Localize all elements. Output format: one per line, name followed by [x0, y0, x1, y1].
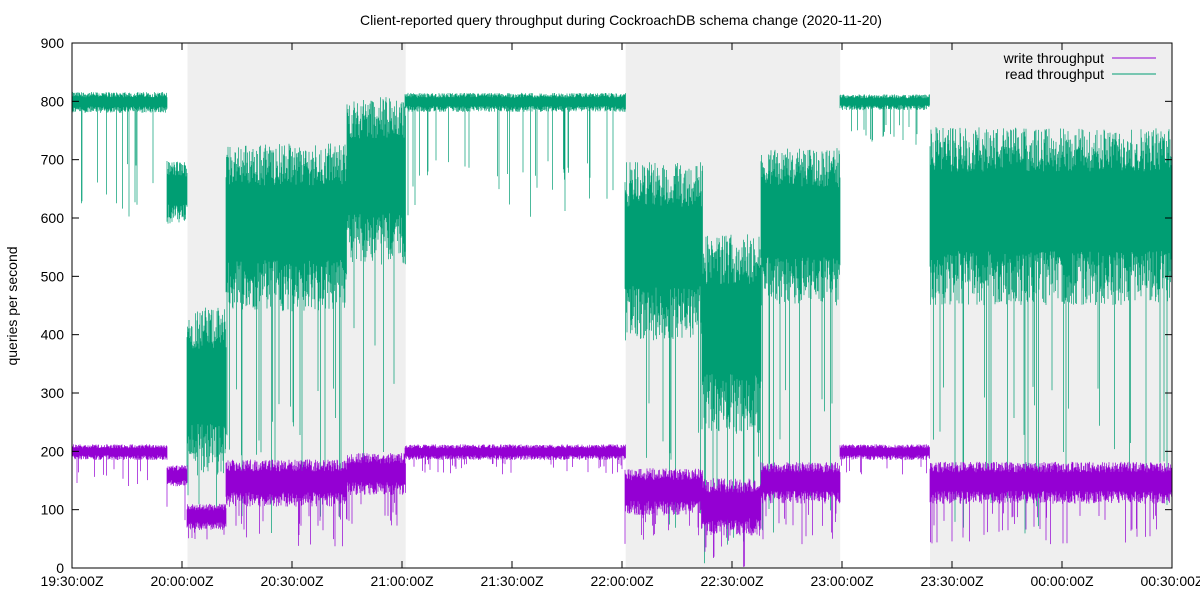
- y-tick-label: 0: [56, 560, 64, 576]
- legend-label: read throughput: [1005, 66, 1104, 82]
- y-tick-label: 900: [41, 35, 65, 51]
- y-tick-label: 400: [41, 327, 65, 343]
- y-tick-label: 200: [41, 443, 65, 459]
- chart-title: Client-reported query throughput during …: [360, 12, 882, 28]
- x-tick-label: 23:30:00Z: [920, 573, 983, 589]
- x-tick-label: 00:30:00Z: [1140, 573, 1200, 589]
- y-tick-label: 500: [41, 268, 65, 284]
- x-tick-label: 21:30:00Z: [480, 573, 543, 589]
- y-tick-label: 800: [41, 93, 65, 109]
- x-tick-label: 21:00:00Z: [370, 573, 433, 589]
- axis-ticks: 0 100 200 300 400 500 600 700 800 900 19:30:00Z 20:…: [40, 35, 1200, 589]
- y-tick-label: 300: [41, 385, 65, 401]
- x-tick-label: 22:00:00Z: [590, 573, 653, 589]
- y-axis-label: queries per second: [4, 246, 20, 365]
- y-tick-label: 600: [41, 210, 65, 226]
- x-tick-label: 23:00:00Z: [810, 573, 873, 589]
- y-tick-label: 700: [41, 152, 65, 168]
- x-tick-label: 19:30:00Z: [40, 573, 103, 589]
- y-tick-label: 100: [41, 502, 65, 518]
- legend-label: write throughput: [1003, 50, 1105, 66]
- x-tick-label: 20:00:00Z: [150, 573, 213, 589]
- x-tick-label: 22:30:00Z: [700, 573, 763, 589]
- x-tick-label: 00:00:00Z: [1030, 573, 1093, 589]
- x-tick-label: 20:30:00Z: [260, 573, 323, 589]
